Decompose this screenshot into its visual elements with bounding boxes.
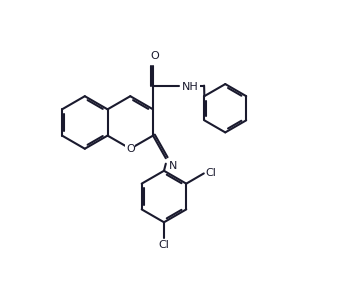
Text: NH: NH <box>182 83 199 92</box>
Text: N: N <box>169 161 177 171</box>
Text: Cl: Cl <box>158 240 169 250</box>
Text: Cl: Cl <box>205 168 216 178</box>
Text: O: O <box>126 144 135 154</box>
Text: O: O <box>150 51 159 61</box>
